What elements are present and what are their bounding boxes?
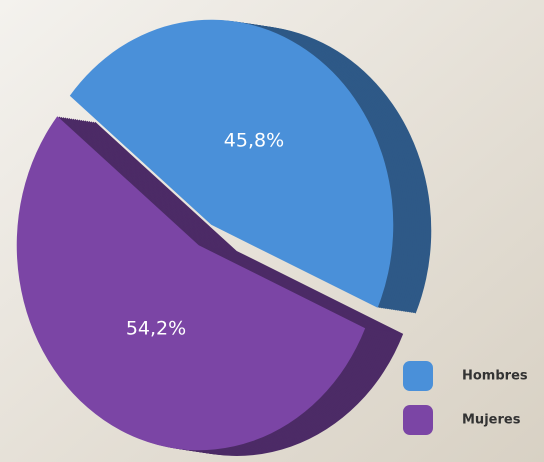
legend-label: Hombres [462,369,528,384]
legend-swatch [403,361,433,391]
value-label: 54,2% [126,318,186,340]
slice [69,19,394,308]
legend-label: Mujeres [462,413,521,428]
slice [16,116,366,451]
legend: Hombres Mujeres [403,361,528,435]
pie: 45,8% 54,2% [16,19,432,456]
legend-swatch [403,405,433,435]
value-label: 45,8% [224,129,284,151]
